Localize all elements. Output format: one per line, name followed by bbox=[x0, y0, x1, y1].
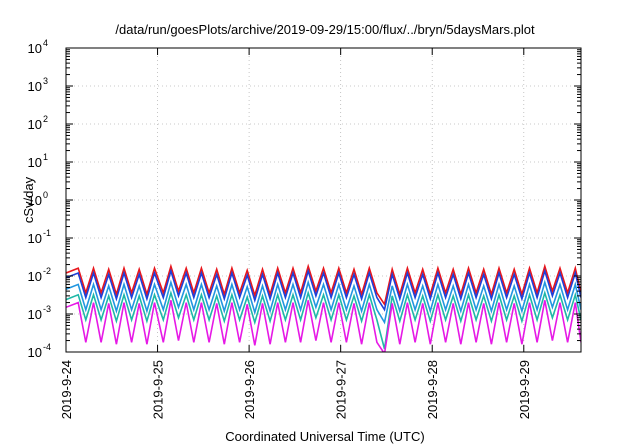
x-tick-label: 2019-9-24 bbox=[59, 360, 74, 419]
series-line-1 bbox=[66, 263, 581, 307]
x-axis-label: Coordinated Universal Time (UTC) bbox=[225, 429, 424, 444]
y-tick-exponent: 2 bbox=[43, 114, 48, 124]
y-tick-exponent: 4 bbox=[43, 38, 48, 48]
x-tick-label: 2019-9-29 bbox=[517, 360, 532, 419]
x-tick-label: 2019-9-26 bbox=[242, 360, 257, 419]
y-tick-exponent: -1 bbox=[43, 228, 51, 238]
axis-ticks bbox=[65, 47, 581, 353]
y-tick-exponent: 0 bbox=[43, 190, 48, 200]
y-tick-label: 10 bbox=[28, 345, 42, 360]
y-tick-label: 10 bbox=[28, 41, 42, 56]
grid-lines bbox=[66, 48, 581, 352]
series-line-4 bbox=[66, 290, 581, 350]
series-line-2 bbox=[66, 268, 581, 312]
x-tick-labels: 2019-9-24 2019-9-25 2019-9-26 2019-9-27 2019… bbox=[59, 360, 532, 419]
y-tick-label: 10 bbox=[28, 155, 42, 170]
chart-title: /data/run/goesPlots/archive/2019-09-29/1… bbox=[115, 22, 535, 37]
series-group bbox=[66, 263, 581, 352]
y-tick-exponent: 1 bbox=[43, 152, 48, 162]
series-line-5 bbox=[66, 300, 581, 352]
x-tick-label: 2019-9-27 bbox=[334, 360, 349, 419]
series-line-3 bbox=[66, 279, 581, 325]
y-tick-label: 10 bbox=[28, 307, 42, 322]
y-tick-exponent: -2 bbox=[43, 266, 51, 276]
y-tick-exponent: -4 bbox=[43, 342, 51, 352]
x-tick-label: 2019-9-25 bbox=[151, 360, 166, 419]
y-tick-label: 10 bbox=[28, 79, 42, 94]
y-tick-label: 10 bbox=[28, 117, 42, 132]
x-tick-label: 2019-9-28 bbox=[425, 360, 440, 419]
y-tick-exponent: 3 bbox=[43, 76, 48, 86]
y-tick-label: 10 bbox=[28, 193, 42, 208]
y-tick-label: 10 bbox=[28, 231, 42, 246]
y-tick-label: 10 bbox=[28, 269, 42, 284]
y-tick-exponent: -3 bbox=[43, 304, 51, 314]
y-axis-label: cSv/day bbox=[21, 176, 36, 223]
